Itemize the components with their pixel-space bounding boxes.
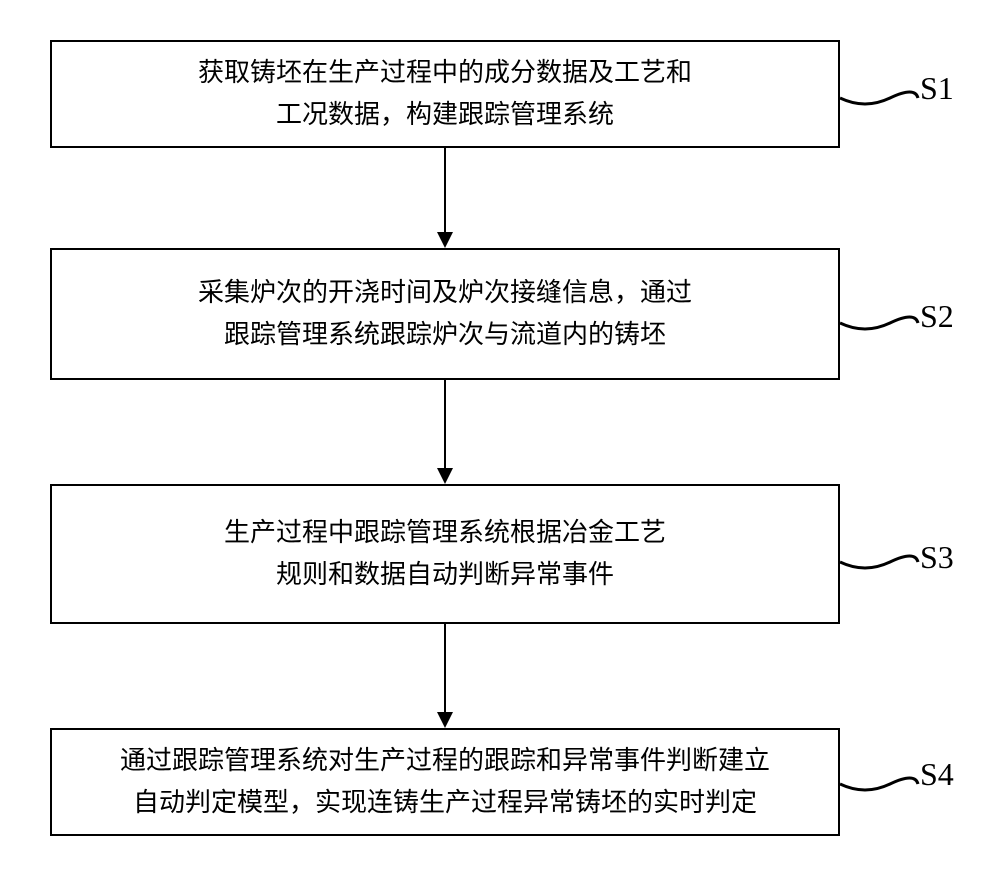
connector-s3 xyxy=(840,542,920,582)
connector-s4 xyxy=(840,764,920,804)
step-text-s4-line1: 通过跟踪管理系统对生产过程的跟踪和异常事件判断建立 xyxy=(120,740,770,782)
step-text-s2-line1: 采集炉次的开浇时间及炉次接缝信息，通过 xyxy=(198,272,692,314)
step-text-s4-line2: 自动判定模型，实现连铸生产过程异常铸坯的实时判定 xyxy=(133,782,757,824)
step-label-s3: S3 xyxy=(920,539,954,576)
step-text-s1-line2: 工况数据，构建跟踪管理系统 xyxy=(276,94,614,136)
step-box-s3: 生产过程中跟踪管理系统根据冶金工艺 规则和数据自动判断异常事件 xyxy=(50,484,840,624)
arrow-s3-s4 xyxy=(50,624,840,728)
step-text-s1-line1: 获取铸坯在生产过程中的成分数据及工艺和 xyxy=(198,52,692,94)
step-box-s4: 通过跟踪管理系统对生产过程的跟踪和异常事件判断建立 自动判定模型，实现连铸生产过… xyxy=(50,728,840,836)
step-s2: 采集炉次的开浇时间及炉次接缝信息，通过 跟踪管理系统跟踪炉次与流道内的铸坯 S2 xyxy=(50,248,840,380)
step-text-s3-line1: 生产过程中跟踪管理系统根据冶金工艺 xyxy=(224,512,666,554)
connector-s2 xyxy=(840,303,920,343)
step-s4: 通过跟踪管理系统对生产过程的跟踪和异常事件判断建立 自动判定模型，实现连铸生产过… xyxy=(50,728,840,836)
step-label-s2: S2 xyxy=(920,298,954,335)
step-box-s2: 采集炉次的开浇时间及炉次接缝信息，通过 跟踪管理系统跟踪炉次与流道内的铸坯 xyxy=(50,248,840,380)
arrow-s1-s2 xyxy=(50,148,840,248)
step-text-s3-line2: 规则和数据自动判断异常事件 xyxy=(276,554,614,596)
step-label-s4: S4 xyxy=(920,756,954,793)
step-label-s1: S1 xyxy=(920,70,954,107)
step-text-s2-line2: 跟踪管理系统跟踪炉次与流道内的铸坯 xyxy=(224,314,666,356)
step-s3: 生产过程中跟踪管理系统根据冶金工艺 规则和数据自动判断异常事件 S3 xyxy=(50,484,840,624)
arrow-s2-s3 xyxy=(50,380,840,484)
step-box-s1: 获取铸坯在生产过程中的成分数据及工艺和 工况数据，构建跟踪管理系统 xyxy=(50,40,840,148)
connector-s1 xyxy=(840,78,920,118)
step-s1: 获取铸坯在生产过程中的成分数据及工艺和 工况数据，构建跟踪管理系统 S1 xyxy=(50,40,840,148)
